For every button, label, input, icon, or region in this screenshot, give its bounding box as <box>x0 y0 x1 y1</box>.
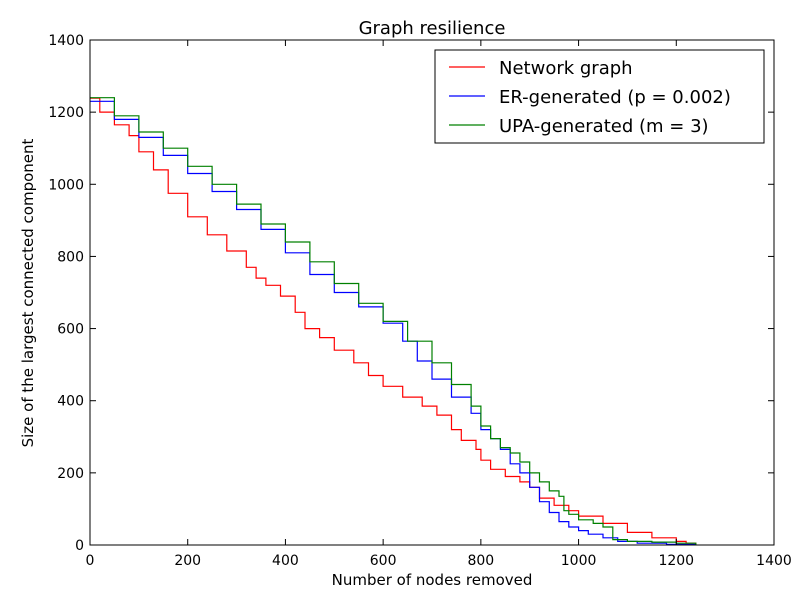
x-tick-label: 1000 <box>561 553 597 569</box>
legend-box <box>434 49 765 144</box>
y-tick-label: 1200 <box>48 105 84 121</box>
x-tick-label: 1200 <box>658 553 694 569</box>
series-line-1 <box>90 97 697 545</box>
y-tick-label: 0 <box>75 538 84 554</box>
legend-label: ER-generated (p = 0.002) <box>499 87 731 108</box>
x-tick-label: 600 <box>370 553 397 569</box>
x-tick-label: 0 <box>86 553 95 569</box>
y-tick-label: 400 <box>57 394 84 410</box>
y-tick-label: 800 <box>57 249 84 265</box>
series-line-2 <box>90 100 697 545</box>
y-tick-label: 1400 <box>48 33 84 49</box>
plot-area <box>90 97 697 545</box>
y-axis-label: Size of the largest connected component <box>19 138 37 447</box>
x-axis-label: Number of nodes removed <box>332 571 533 589</box>
plot-frame <box>89 39 775 546</box>
x-tick-label: 400 <box>272 553 299 569</box>
chart-title: Graph resilience <box>359 18 506 39</box>
legend: Network graph ER-generated (p = 0.002) UPA… <box>434 49 765 144</box>
legend-label: Network graph <box>499 58 633 79</box>
y-tick-label: 1000 <box>48 177 84 193</box>
y-tick-label: 600 <box>57 322 84 338</box>
axis-ticks: 0 200 400 600 800 1000 1200 1400 0 200 400 600 800 10… <box>48 33 791 569</box>
x-tick-label: 200 <box>174 553 201 569</box>
series-line-3 <box>90 97 697 545</box>
x-tick-label: 1400 <box>756 553 792 569</box>
legend-label: UPA-generated (m = 3) <box>499 116 709 137</box>
x-tick-label: 800 <box>467 553 494 569</box>
y-tick-label: 200 <box>57 466 84 482</box>
